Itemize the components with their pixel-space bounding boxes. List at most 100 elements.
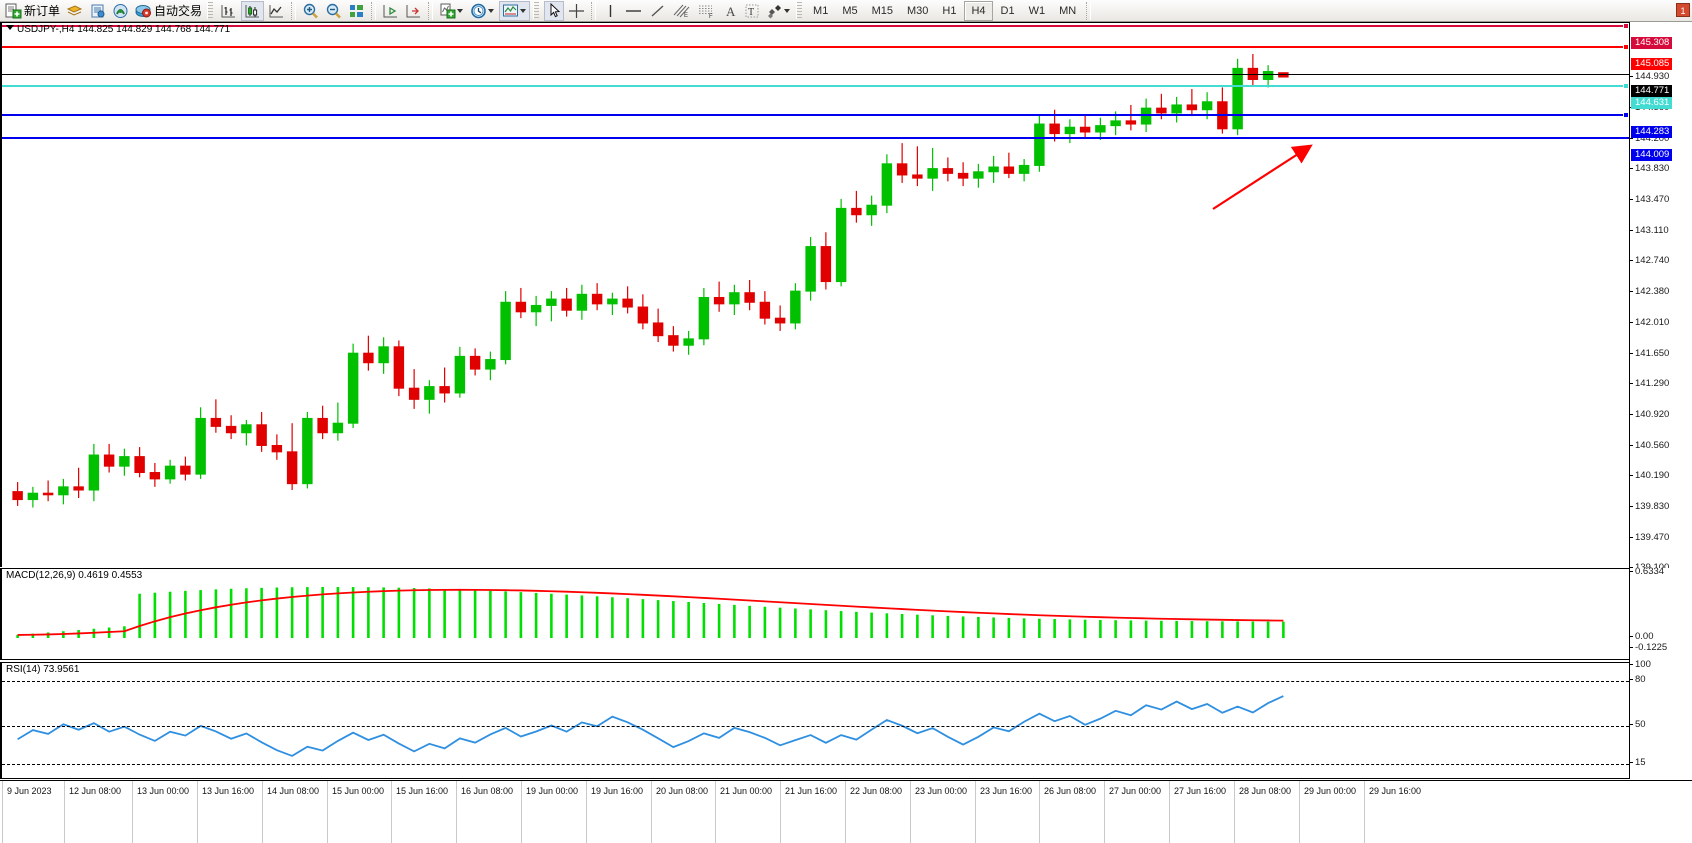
crosshair-button[interactable] <box>566 1 587 21</box>
templates-menu-button[interactable] <box>499 0 531 21</box>
candle-body <box>1156 107 1167 114</box>
equidistant-channel-icon: E <box>672 3 691 19</box>
equidistant-channel-button[interactable]: E <box>670 1 693 21</box>
timeframe-m15[interactable]: M15 <box>871 4 893 17</box>
candle-body <box>1110 120 1121 127</box>
level-anchor-target[interactable] <box>1623 83 1629 89</box>
candle-body <box>103 454 115 467</box>
time-axis-separator <box>586 781 587 843</box>
period-dropdown-arrow[interactable] <box>486 2 495 20</box>
toolbar-grip-3[interactable] <box>796 2 803 19</box>
rsi-series <box>17 695 1284 757</box>
zoom-in-button[interactable] <box>300 1 321 21</box>
horizontal-line-button[interactable] <box>622 1 645 21</box>
templates-button[interactable] <box>64 1 85 21</box>
level-line-target[interactable] <box>2 83 1629 89</box>
level-anchor-support-upper[interactable] <box>1623 112 1629 118</box>
time-axis-label: 9 Jun 2023 <box>7 786 52 796</box>
candlestick-chart-button[interactable] <box>241 0 265 21</box>
timeframe-m5[interactable]: M5 <box>842 4 858 17</box>
toolbar-grip-1[interactable] <box>207 2 214 19</box>
text-button[interactable]: A <box>720 1 740 21</box>
cursor-button[interactable] <box>544 0 565 21</box>
templates-dropdown-arrow[interactable] <box>518 2 527 20</box>
price-axis-tick: 143.830 <box>1630 164 1669 174</box>
zoom-out-button[interactable] <box>323 1 344 21</box>
notification-badge[interactable]: 1 <box>1676 3 1690 17</box>
shapes-button[interactable] <box>764 1 793 21</box>
bar-chart-button[interactable] <box>218 1 239 21</box>
timeframe-h1[interactable]: H1 <box>942 4 957 17</box>
time-axis-label: 13 Jun 00:00 <box>137 786 190 796</box>
candle-body <box>1247 67 1259 80</box>
period-button[interactable] <box>468 1 497 21</box>
timeframe-m1[interactable]: M1 <box>813 4 829 17</box>
line-chart-button[interactable] <box>266 1 287 21</box>
candle-body <box>393 346 405 389</box>
timeframe-mn[interactable]: MN <box>1059 4 1077 17</box>
level-line-support-upper[interactable] <box>2 112 1629 118</box>
add-indicator-dropdown-arrow[interactable] <box>455 2 464 20</box>
macd-axis[interactable]: 0.6334 0.00 -0.1225 <box>1629 567 1692 660</box>
timeframe-m30[interactable]: M30 <box>907 4 929 17</box>
time-axis-label: 19 Jun 00:00 <box>526 786 579 796</box>
price-axis-tick: 140.560 <box>1630 441 1669 451</box>
candle-body <box>546 298 557 306</box>
price-axis-pill[interactable]: 144.631 <box>1631 97 1673 109</box>
time-axis-separator <box>456 781 457 843</box>
market-watch-button[interactable] <box>87 1 108 21</box>
time-axis-label: 26 Jun 08:00 <box>1044 786 1097 796</box>
price-axis-tick: 144.930 <box>1630 72 1669 82</box>
tile-windows-button[interactable] <box>346 1 367 21</box>
fibonacci-icon: F <box>697 3 716 19</box>
timeframe-d1[interactable]: D1 <box>1000 4 1015 17</box>
time-axis-separator <box>780 781 781 843</box>
price-chart-panel[interactable]: USDJPY-,H4 144.825 144.829 144.768 144.7… <box>0 22 1629 567</box>
candle-body <box>424 386 435 400</box>
new-order-button[interactable]: 新订单 <box>3 1 62 21</box>
price-axis-pill[interactable]: 144.283 <box>1631 126 1673 138</box>
vertical-line-button[interactable] <box>600 1 620 21</box>
rsi-axis[interactable]: 100 80 50 15 <box>1629 660 1692 779</box>
timeframe-w1[interactable]: W1 <box>1028 4 1046 17</box>
auto-trading-button[interactable]: 自动交易 <box>133 1 204 21</box>
timeframe-h4[interactable]: H4 <box>964 0 993 21</box>
time-axis-label: 15 Jun 00:00 <box>332 786 385 796</box>
chart-container: USDJPY-,H4 144.825 144.829 144.768 144.7… <box>0 22 1692 843</box>
price-axis-tick: 139.830 <box>1630 502 1669 512</box>
auto-scroll-button[interactable] <box>403 1 424 21</box>
time-axis-label: 23 Jun 00:00 <box>915 786 968 796</box>
level-line-current-price <box>2 74 1629 75</box>
shift-end-button[interactable] <box>380 1 401 21</box>
add-indicator-button[interactable] <box>437 1 466 21</box>
candle-body <box>637 306 649 324</box>
price-axis-pill[interactable]: 145.085 <box>1631 58 1673 70</box>
price-axis-pill[interactable]: 144.009 <box>1631 149 1673 161</box>
level-line-resistance[interactable] <box>2 44 1629 50</box>
toolbar-grip-2[interactable] <box>533 2 540 19</box>
price-axis-pill[interactable]: 145.308 <box>1631 37 1673 49</box>
level-anchor-resistance[interactable] <box>1623 44 1629 50</box>
candlestick-chart-icon <box>244 3 261 19</box>
rsi-panel[interactable]: RSI(14) 73.9561 <box>0 662 1629 779</box>
price-axis[interactable]: 144.930144.560144.200143.830143.470143.1… <box>1629 22 1692 779</box>
macd-panel[interactable]: MACD(12,26,9) 0.4619 0.4553 <box>0 568 1629 660</box>
bar-chart-icon <box>220 3 237 19</box>
rsi-label: RSI(14) 73.9561 <box>6 664 80 675</box>
level-line-support-lower[interactable] <box>2 137 1629 139</box>
price-axis-pill[interactable]: 144.771 <box>1631 85 1673 97</box>
chart-menu-icon[interactable] <box>6 25 14 30</box>
fibonacci-button[interactable]: F <box>695 1 718 21</box>
shapes-dropdown-arrow[interactable] <box>782 2 791 20</box>
candle-body <box>790 290 801 324</box>
candle-body <box>439 386 450 394</box>
level-line-resistance-top[interactable] <box>2 23 1629 29</box>
time-axis[interactable]: 9 Jun 2023 12 Jun 08:00 13 Jun 00:00 13 Jun… <box>0 780 1692 843</box>
trendline-button[interactable] <box>647 1 668 21</box>
rsi-axis-tick: 100 <box>1630 660 1651 670</box>
candle-body <box>286 451 298 485</box>
level-anchor-resistance-top[interactable] <box>1623 23 1629 29</box>
navigator-button[interactable] <box>110 1 131 21</box>
price-axis-tick: 140.190 <box>1630 471 1669 481</box>
text-label-button[interactable]: T <box>742 1 762 21</box>
